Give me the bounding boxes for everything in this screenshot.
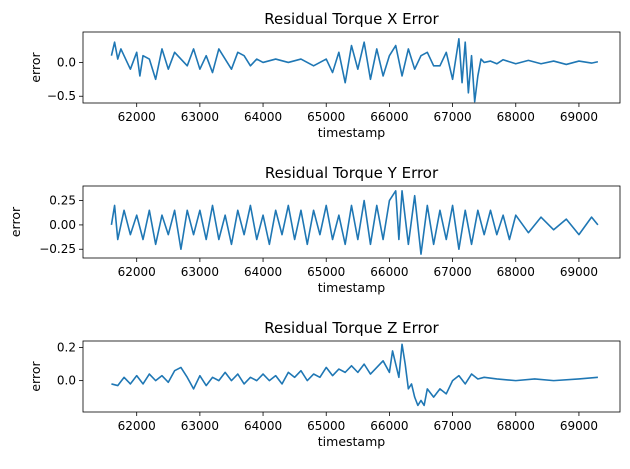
chart-title: Residual Torque X Error — [264, 10, 439, 28]
x-tick-label: 64000 — [244, 265, 282, 279]
y-axis-label: error — [28, 52, 43, 83]
x-tick-label: 65000 — [307, 265, 345, 279]
x-tick-label: 62000 — [118, 110, 156, 124]
x-tick-label: 62000 — [118, 265, 156, 279]
series-line — [110, 37, 599, 103]
subplot-2: Residual Torque Y Error 62000 63000 64000 65… — [8, 164, 621, 295]
y-tick-label: 0.2 — [57, 341, 76, 355]
y-tick-label: 0.25 — [49, 194, 76, 208]
x-tick-label: 65000 — [307, 419, 345, 433]
x-tick-label: 69000 — [560, 110, 598, 124]
series-line — [111, 343, 598, 407]
x-tick-label: 66000 — [370, 110, 408, 124]
y-tick-label: 0.0 — [57, 374, 76, 388]
axes-frame — [82, 340, 621, 413]
x-tick-label: 67000 — [433, 419, 471, 433]
axes-frame — [82, 185, 621, 259]
x-tick-label: 66000 — [370, 419, 408, 433]
subplot-1: Residual Torque X Error 62000 63000 64000 65… — [28, 10, 621, 140]
x-tick-label: 63000 — [181, 110, 219, 124]
axes-frame — [82, 31, 621, 104]
x-tick-label: 68000 — [497, 419, 535, 433]
series-line — [110, 190, 599, 255]
x-tick-label: 66000 — [370, 265, 408, 279]
x-tick-label: 68000 — [497, 265, 535, 279]
y-tick-label: 0.00 — [49, 218, 76, 232]
x-axis-label: timestamp — [318, 434, 385, 449]
subplot-3: Residual Torque Z Error 62000 63000 64000 65… — [28, 319, 621, 449]
y-tick-label: 0.0 — [57, 55, 76, 69]
x-tick-label: 67000 — [433, 110, 471, 124]
x-tick-label: 65000 — [307, 110, 345, 124]
x-tick-label: 64000 — [244, 419, 282, 433]
x-tick-label: 63000 — [181, 419, 219, 433]
y-tick-label: −0.5 — [47, 89, 76, 103]
x-tick-label: 69000 — [560, 265, 598, 279]
chart-title: Residual Torque Z Error — [264, 319, 439, 337]
x-tick-label: 62000 — [118, 419, 156, 433]
y-axis-label: error — [28, 361, 43, 392]
x-tick-label: 63000 — [181, 265, 219, 279]
x-tick-label: 64000 — [244, 110, 282, 124]
chart-title: Residual Torque Y Error — [265, 164, 439, 182]
x-tick-label: 69000 — [560, 419, 598, 433]
y-axis-label: error — [8, 206, 23, 237]
x-tick-label: 67000 — [433, 265, 471, 279]
y-tick-label: −0.25 — [39, 242, 76, 256]
x-tick-label: 68000 — [497, 110, 535, 124]
x-axis-label: timestamp — [318, 280, 385, 295]
x-axis-label: timestamp — [318, 125, 385, 140]
